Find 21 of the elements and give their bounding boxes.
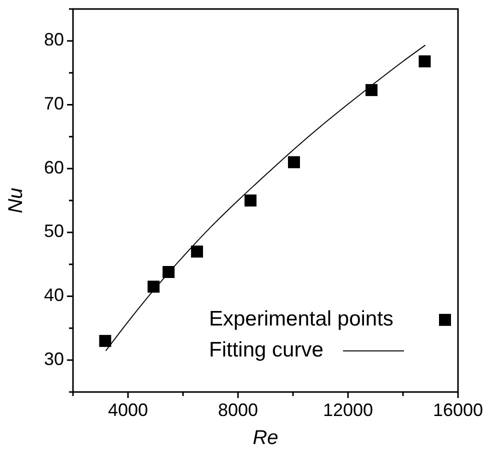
y-tick-label: 60 xyxy=(44,157,64,178)
x-tick-label: 12000 xyxy=(322,400,374,420)
y-tick-label: 40 xyxy=(44,285,64,305)
point xyxy=(366,84,378,96)
legend-label: Experimental points xyxy=(209,307,394,330)
x-axis-title: Re xyxy=(252,427,278,449)
point xyxy=(191,246,204,258)
y-tick-label: 30 xyxy=(44,348,64,369)
point xyxy=(288,156,300,168)
y-tick-label: 80 xyxy=(44,30,64,50)
x-tick-label: 16000 xyxy=(432,400,484,420)
point xyxy=(148,280,160,293)
y-tick-label: 50 xyxy=(44,221,64,242)
point xyxy=(99,334,112,347)
point xyxy=(244,194,257,206)
y-axis-title: Nu xyxy=(5,188,27,214)
x-tick-label: 4000 xyxy=(108,400,148,420)
x-tick-label: 8000 xyxy=(218,400,258,420)
legend-label: Fitting curve xyxy=(209,338,324,362)
y-tick-label: 70 xyxy=(44,94,64,114)
point xyxy=(418,55,431,68)
